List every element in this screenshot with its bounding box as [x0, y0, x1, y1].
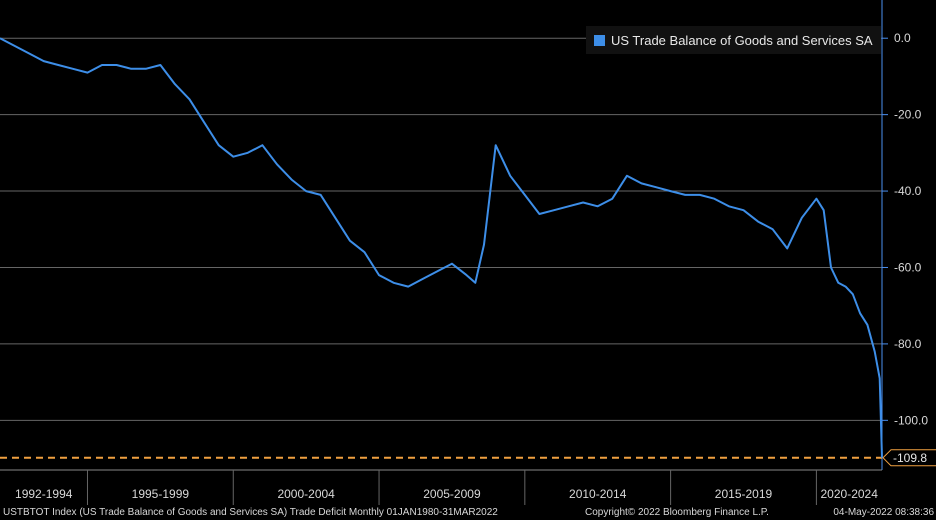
y-tick-label: -80.0 — [894, 337, 922, 351]
series-line — [0, 37, 883, 458]
y-tick-label: -20.0 — [894, 108, 922, 122]
y-tick-label: -60.0 — [894, 260, 922, 274]
x-band-label: 2020-2024 — [821, 487, 879, 501]
x-band-label: 2015-2019 — [715, 487, 773, 501]
footer-source: USTBTOT Index (US Trade Balance of Goods… — [3, 507, 498, 518]
x-band-label: 2000-2004 — [277, 487, 335, 501]
legend-label: US Trade Balance of Goods and Services S… — [611, 32, 873, 48]
chart-footer: USTBTOT Index (US Trade Balance of Goods… — [0, 505, 936, 520]
x-axis-band-area — [0, 470, 936, 505]
last-value-box — [882, 449, 936, 467]
y-tick-label: -40.0 — [894, 184, 922, 198]
chart-legend: US Trade Balance of Goods and Services S… — [586, 26, 881, 54]
footer-copyright: Copyright© 2022 Bloomberg Finance L.P. — [585, 507, 769, 518]
footer-timestamp: 04-May-2022 08:38:36 — [833, 507, 934, 518]
x-band-label: 1992-1994 — [15, 487, 73, 501]
trade-balance-chart: 0.0 -20.0 -40.0 -60.0 -80.0 -100.0 1992-1994 19… — [0, 0, 936, 505]
y-tick-label: 0.0 — [894, 31, 911, 45]
y-tick-label: -100.0 — [894, 413, 928, 427]
last-value-label: -109.8 — [893, 451, 927, 465]
legend-swatch — [594, 34, 605, 46]
x-band-label: 1995-1999 — [132, 487, 190, 501]
x-band-label: 2005-2009 — [423, 487, 481, 501]
x-band-label: 2010-2014 — [569, 487, 627, 501]
